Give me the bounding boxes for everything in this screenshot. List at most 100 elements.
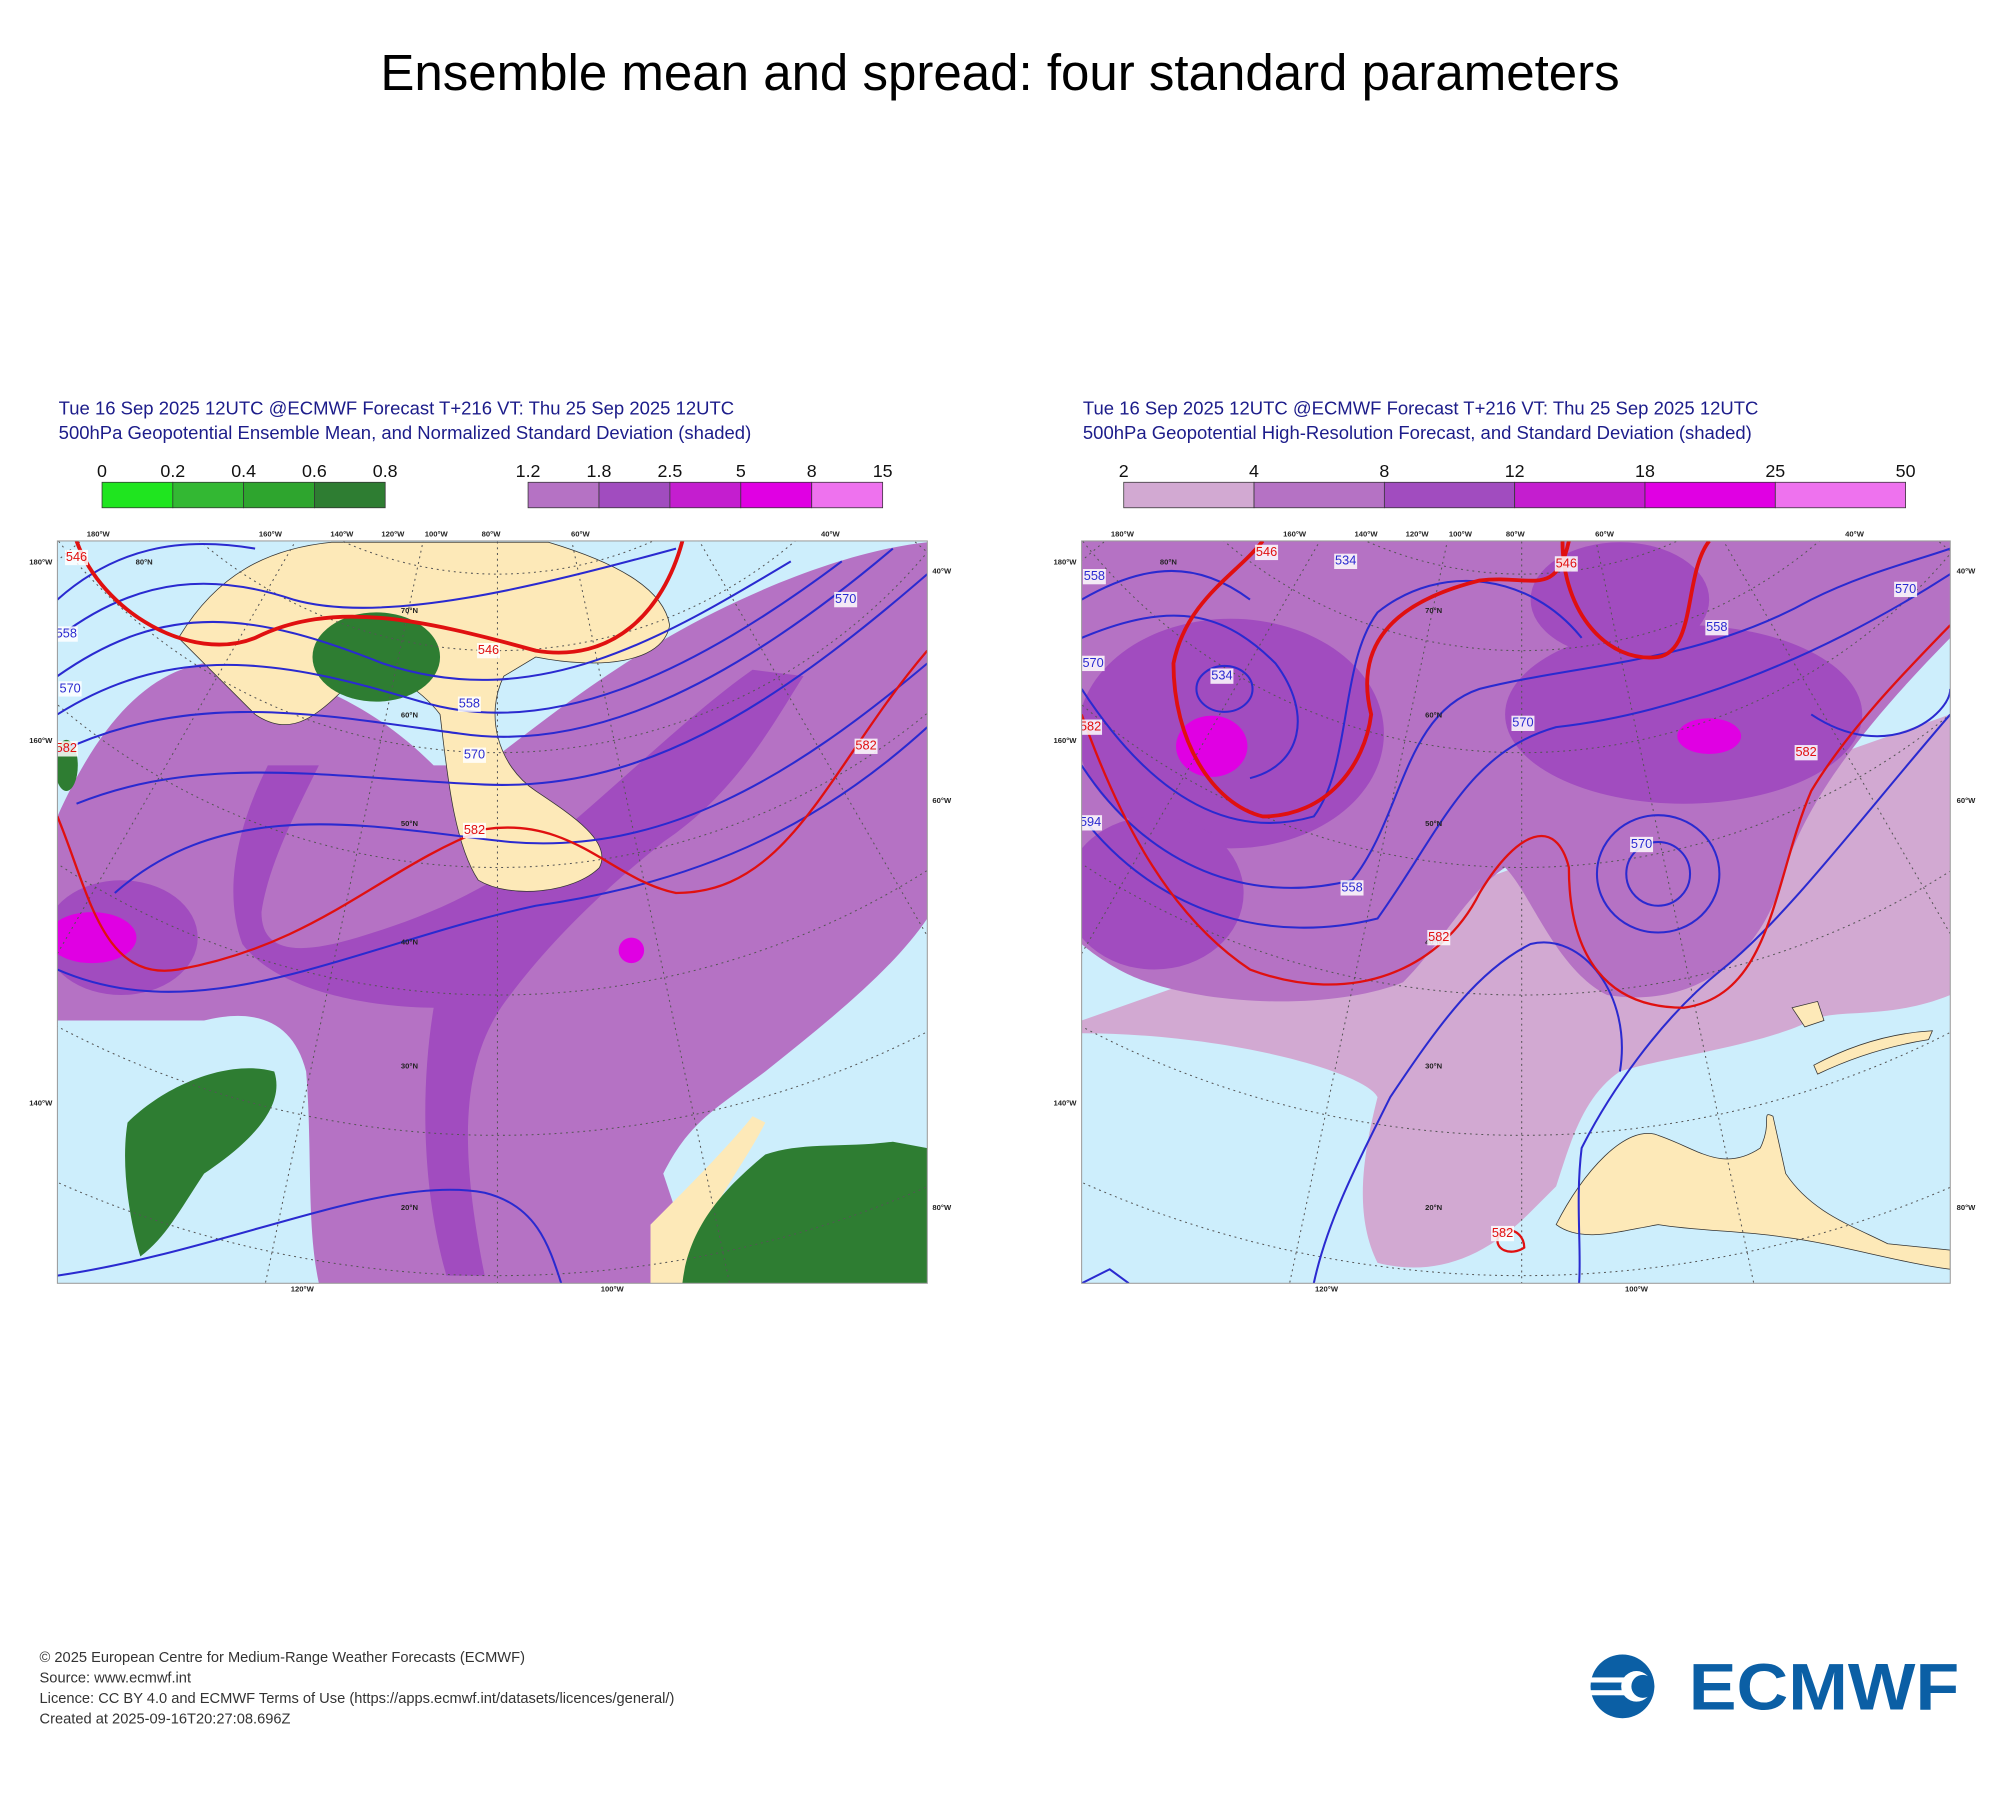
title: Ensemble mean and spread: four standard …	[380, 44, 1619, 101]
latitude-label: 40°N	[401, 938, 418, 947]
contour-label-bg	[1491, 1225, 1515, 1242]
contour-label-bg	[57, 626, 78, 642]
longitude-label: 180°W	[1054, 558, 1078, 567]
contour-label: 558	[1706, 619, 1727, 634]
longitude-label: 140°W	[1054, 1098, 1078, 1107]
contour-label-bg	[1554, 556, 1578, 572]
contour-label: 546	[1256, 544, 1277, 559]
longitude-label: 100°W	[425, 530, 449, 539]
longitude-label: 180°W	[1111, 530, 1135, 539]
longitude-label: 40°W	[1957, 567, 1977, 576]
longitude-label: 120°W	[1406, 530, 1430, 539]
longitude-label: 160°W	[259, 530, 283, 539]
colorbar-tick-label: 18	[1635, 461, 1655, 481]
map-shape	[125, 1068, 277, 1257]
contour-label: 546	[478, 642, 499, 657]
map-shape	[618, 937, 645, 964]
map-shape	[1081, 547, 1951, 889]
contour-label-bg	[1894, 581, 1918, 598]
contour-label-bg	[1081, 815, 1103, 831]
map-shape	[57, 543, 928, 1284]
colorbar-segment	[243, 481, 315, 509]
contour-label-bg	[1630, 836, 1654, 853]
logo: ECMWF	[1590, 1650, 1959, 1724]
map-shape	[1555, 1114, 1951, 1270]
map-shape: 180°W 160°W 140°W 120°W 100°W 80°W 60°W 40°W 180…	[29, 530, 952, 1294]
colorbar-segment	[1644, 481, 1776, 509]
colorbar-segment	[1253, 481, 1385, 509]
colorbar-tick-label: 4	[1249, 461, 1259, 481]
contour-label: 570	[835, 591, 856, 606]
colorbar-tick-label: 0.8	[373, 461, 398, 481]
colorbar-tick-label: 1.8	[587, 461, 612, 481]
latitude-label: 80°N	[136, 558, 153, 567]
map-shape	[1081, 540, 1951, 1284]
longitude-label: 80°W	[1506, 530, 1526, 539]
longitude-label: 40°W	[932, 567, 952, 576]
latitude-label: 60°N	[1425, 711, 1442, 720]
longitude-label: 80°W	[1957, 1203, 1977, 1212]
panel-header: 500hPa Geopotential High-Resolution Fore…	[1083, 422, 1752, 443]
logo-text: ECMWF	[1689, 1650, 1959, 1724]
colorbar-tick-label: 8	[807, 461, 817, 481]
contour-label-bg	[58, 681, 82, 697]
colorbar-tick-label: 25	[1765, 461, 1785, 481]
longitude-label: 140°W	[330, 530, 354, 539]
colorbar-tick-label: 15	[873, 461, 893, 481]
map-shape	[76, 573, 928, 805]
contour-label-bg	[1334, 553, 1358, 570]
map-shape	[1810, 688, 1951, 738]
contour-label-bg	[65, 549, 89, 566]
contour-label: 570	[1631, 836, 1652, 851]
latitude-line	[57, 1025, 928, 1136]
map-shape	[57, 560, 792, 681]
longitude-line	[698, 540, 928, 937]
latitude-line	[1081, 1025, 1951, 1136]
longitude-label: 100°W	[1449, 530, 1473, 539]
latitude-label: 70°N	[401, 606, 418, 615]
contour-label: 546	[66, 549, 87, 564]
footer-line: © 2025 European Centre for Medium-Range …	[40, 1650, 525, 1666]
longitude-line	[1081, 540, 1321, 955]
longitude-label: 60°W	[932, 796, 952, 805]
map-shape: 180°W 160°W 140°W 120°W 100°W 80°W 60°W 40°W 180…	[1054, 530, 1977, 1294]
map-shape	[1081, 540, 1951, 1253]
map-shape: 80°N70°N60°N50°N40°N30°N20°N546534558570…	[1080, 544, 1918, 1242]
longitude-label: 120°W	[381, 530, 405, 539]
map-shape	[1595, 814, 1721, 934]
longitude-label: 80°W	[482, 530, 502, 539]
colorbar-segment	[598, 481, 671, 509]
contour-label: 582	[56, 740, 77, 755]
colorbar-tick-label: 2	[1119, 461, 1129, 481]
contour-label-bg	[1705, 620, 1729, 636]
longitude-label: 140°W	[1355, 530, 1379, 539]
map-shape	[57, 726, 928, 993]
colorbar-segment	[1514, 481, 1646, 509]
map-shape	[57, 560, 843, 716]
map-shape	[1791, 1000, 1825, 1028]
colorbar-tick-label: 0.2	[160, 461, 185, 481]
contour-label: 570	[1512, 715, 1533, 730]
longitude-label: 160°W	[29, 736, 53, 745]
footer-line: Created at 2025-09-16T20:27:08.696Z	[40, 1711, 291, 1727]
map-shape	[1176, 715, 1248, 777]
contour-label-bg	[854, 738, 878, 754]
contour-label: 594	[1080, 814, 1101, 829]
colorbar-segment	[527, 481, 600, 509]
longitude-line	[1289, 540, 1448, 1284]
contour-label-bg	[57, 741, 78, 757]
contour-label-bg	[457, 696, 481, 712]
latitude-label: 60°N	[401, 711, 418, 720]
contour-label-bg	[1210, 668, 1234, 684]
longitude-label: 120°W	[291, 1285, 315, 1294]
map-shape	[1590, 1690, 1632, 1696]
longitude-label: 40°W	[821, 530, 841, 539]
contour-label-bg	[834, 591, 858, 608]
colorbar-tick-label: 5	[736, 461, 746, 481]
map-shape	[57, 540, 928, 1284]
contour-label-bg	[1340, 880, 1364, 896]
contour-label: 582	[464, 822, 485, 837]
contour-label-bg	[1511, 715, 1535, 731]
map-shape	[1081, 1268, 1130, 1284]
latitude-label: 80°N	[1160, 558, 1177, 567]
